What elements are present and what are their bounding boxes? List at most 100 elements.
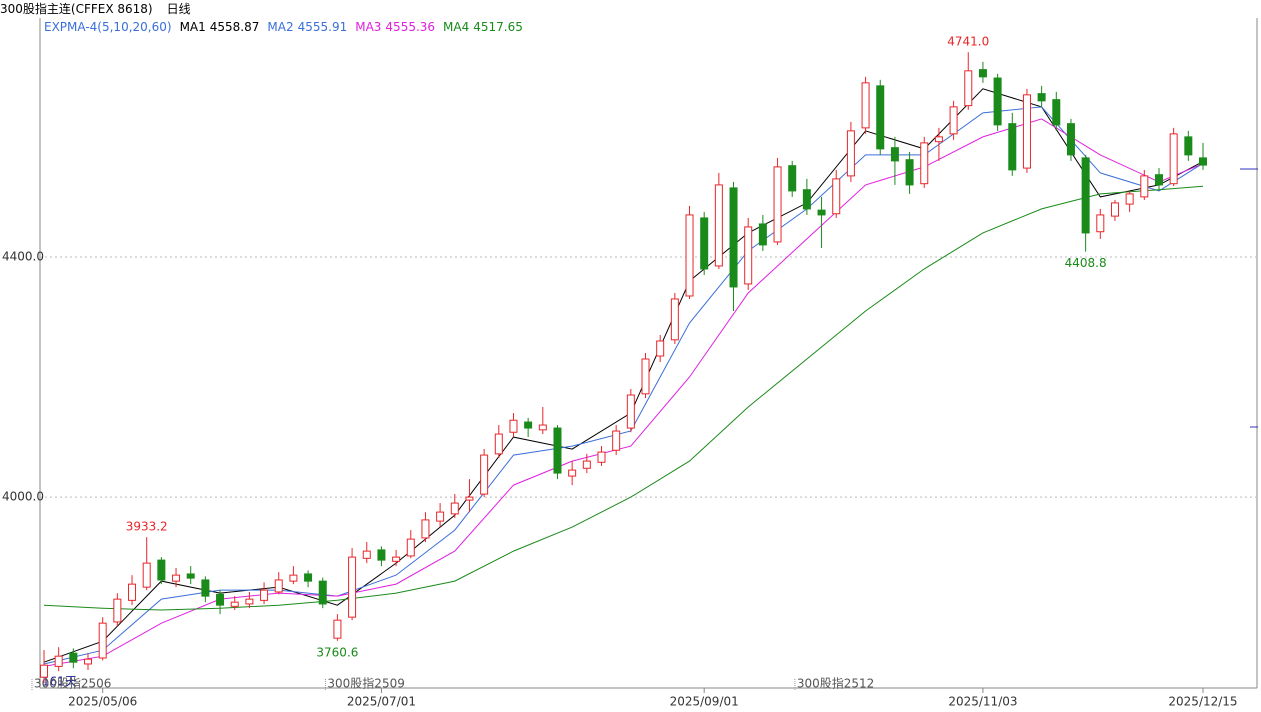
ma-line [43, 106, 1204, 665]
candle-body [890, 147, 899, 162]
candle-body [392, 556, 401, 562]
candle-body [1184, 136, 1193, 156]
legend-name: MA2 [267, 20, 294, 34]
indicator[interactable]: EXPMA-4(5,10,20,60) [44, 20, 172, 34]
candle-body [714, 184, 723, 267]
candle-body [54, 655, 63, 667]
ma-line [43, 88, 1204, 663]
candle-body [406, 538, 415, 557]
candle-body [524, 421, 533, 429]
candle-body [626, 394, 635, 429]
candle-body [142, 562, 151, 588]
legend-entry: MA3 4555.36 [355, 20, 435, 34]
candle-body [318, 580, 327, 605]
x-tick-label: 2025/11/03 [948, 695, 1017, 709]
candle-body [1066, 123, 1075, 156]
x-tick-label: 2025/05/06 [68, 695, 137, 709]
candle-body [817, 209, 826, 216]
high-label: 3933.2 [126, 520, 168, 534]
candle-body [978, 69, 987, 78]
candle-body [245, 598, 254, 605]
candle-body [802, 189, 811, 210]
candle-body [304, 573, 313, 582]
candle-body [465, 496, 474, 501]
candle-body [612, 430, 621, 451]
bar-count: 161天 [42, 675, 77, 689]
candle-body [1169, 133, 1178, 185]
candle-body [582, 460, 591, 469]
candle-body [641, 358, 650, 395]
low-label: 4408.8 [1065, 256, 1107, 270]
candle-body [1140, 175, 1149, 198]
candle-body [157, 559, 166, 581]
ma-line [43, 118, 1204, 667]
candle-body [98, 622, 107, 659]
contract-label: 300股指2509 [327, 676, 404, 691]
legend-value: 4555.36 [385, 20, 436, 34]
candle-body [128, 583, 137, 601]
candle-body [480, 454, 489, 495]
candle-body [450, 502, 459, 515]
period[interactable]: 日线 [166, 2, 191, 16]
candle-body [289, 574, 298, 582]
candle-body [69, 652, 78, 663]
candle-body [773, 166, 782, 243]
candle-body [934, 136, 943, 143]
legend-name: MA4 [443, 20, 470, 34]
candle-body [920, 142, 929, 185]
candle-body [216, 593, 225, 606]
candle-body [538, 424, 547, 431]
contract-label: 300股指2512 [797, 676, 874, 691]
candle-body [597, 451, 606, 463]
candle-body [905, 159, 914, 186]
high-label: 4741.0 [947, 35, 989, 49]
legend-value: 4558.87 [209, 20, 260, 34]
x-tick-label: 2025/07/01 [347, 695, 416, 709]
candle-body [656, 340, 665, 357]
legend-value: 4555.91 [297, 20, 348, 34]
candle-body [509, 419, 518, 433]
candle-body [362, 550, 371, 559]
candle-body [553, 427, 562, 474]
candle-body [685, 214, 694, 297]
candle-body [700, 217, 709, 270]
candle-body [113, 598, 122, 623]
candle-body [846, 130, 855, 177]
candle-body [201, 579, 210, 597]
candle-body [861, 82, 870, 129]
candle-body [421, 519, 430, 539]
candle-body [494, 433, 503, 455]
ma-line [43, 185, 1204, 611]
candle-body [876, 85, 885, 150]
candle-body [568, 469, 577, 477]
candle-body [84, 658, 93, 665]
legend-value: 4517.65 [473, 20, 523, 34]
candle-body [1008, 123, 1017, 171]
candle-body [1199, 157, 1207, 166]
low-label: 3760.6 [316, 645, 358, 659]
candle-body [670, 298, 679, 341]
candle-body [1154, 174, 1163, 186]
legend-name: MA1 [179, 20, 206, 34]
candle-body [729, 187, 738, 288]
candle-body [348, 556, 357, 618]
candle-body [1096, 214, 1105, 233]
candle-body [788, 165, 797, 192]
candle-body [832, 178, 841, 215]
y-tick-label: 4400.0 [2, 249, 44, 263]
x-tick-label: 2025/09/01 [670, 695, 739, 709]
candle-body [1110, 202, 1119, 217]
candle-body [260, 589, 269, 601]
candle-body [993, 77, 1002, 126]
contract-label: 300股指2506 [34, 676, 111, 691]
candle-body [758, 223, 767, 246]
y-tick-label: 4000.0 [2, 490, 44, 504]
candle-body [1125, 193, 1134, 205]
candle-body [1037, 93, 1046, 102]
symbol[interactable]: 300股指主连(CFFEX 8618) [0, 2, 153, 16]
header: 300股指主连(CFFEX 8618) 日线 [0, 0, 205, 18]
candle-body [40, 664, 48, 678]
legend: EXPMA-4(5,10,20,60) MA1 4558.87 MA2 4555.91 M… [44, 19, 531, 35]
legend-entry: MA1 4558.87 [180, 20, 260, 34]
